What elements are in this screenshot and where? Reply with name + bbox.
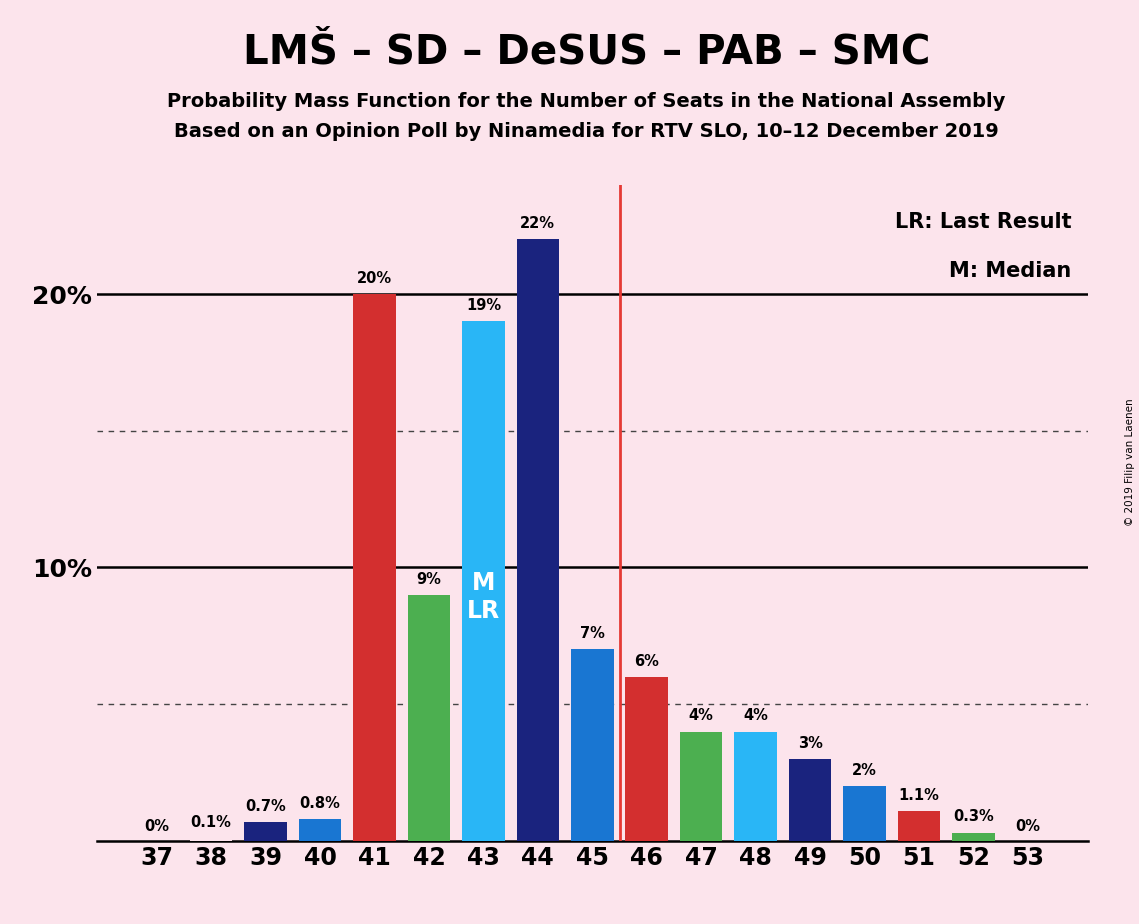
Bar — [298, 819, 342, 841]
Text: 0.8%: 0.8% — [300, 796, 341, 810]
Text: 9%: 9% — [417, 572, 442, 587]
Bar — [789, 759, 831, 841]
Text: 4%: 4% — [743, 709, 768, 723]
Bar — [353, 294, 395, 841]
Text: M
LR: M LR — [467, 571, 500, 623]
Text: 0.1%: 0.1% — [190, 815, 231, 830]
Text: © 2019 Filip van Laenen: © 2019 Filip van Laenen — [1125, 398, 1134, 526]
Text: 19%: 19% — [466, 298, 501, 313]
Text: Probability Mass Function for the Number of Seats in the National Assembly: Probability Mass Function for the Number… — [167, 92, 1006, 112]
Text: 20%: 20% — [357, 271, 392, 286]
Bar — [952, 833, 994, 841]
Bar — [680, 732, 722, 841]
Text: 0%: 0% — [145, 819, 170, 834]
Bar — [517, 239, 559, 841]
Text: 0.3%: 0.3% — [953, 809, 994, 824]
Bar — [462, 322, 505, 841]
Text: 22%: 22% — [521, 216, 556, 231]
Bar — [625, 676, 667, 841]
Text: 2%: 2% — [852, 763, 877, 778]
Text: M: Median: M: Median — [949, 261, 1072, 281]
Text: 0%: 0% — [1015, 819, 1040, 834]
Bar — [843, 786, 886, 841]
Text: LMŠ – SD – DeSUS – PAB – SMC: LMŠ – SD – DeSUS – PAB – SMC — [243, 32, 931, 72]
Bar — [735, 732, 777, 841]
Bar — [898, 810, 940, 841]
Bar — [571, 650, 614, 841]
Text: Based on an Opinion Poll by Ninamedia for RTV SLO, 10–12 December 2019: Based on an Opinion Poll by Ninamedia fo… — [174, 122, 999, 141]
Text: 3%: 3% — [797, 736, 822, 750]
Bar — [408, 595, 450, 841]
Text: 4%: 4% — [689, 709, 714, 723]
Bar — [190, 838, 232, 841]
Text: 1.1%: 1.1% — [899, 787, 940, 803]
Text: 7%: 7% — [580, 626, 605, 641]
Bar — [245, 821, 287, 841]
Text: LR: Last Result: LR: Last Result — [895, 213, 1072, 232]
Text: 6%: 6% — [634, 653, 659, 669]
Text: 0.7%: 0.7% — [245, 798, 286, 813]
